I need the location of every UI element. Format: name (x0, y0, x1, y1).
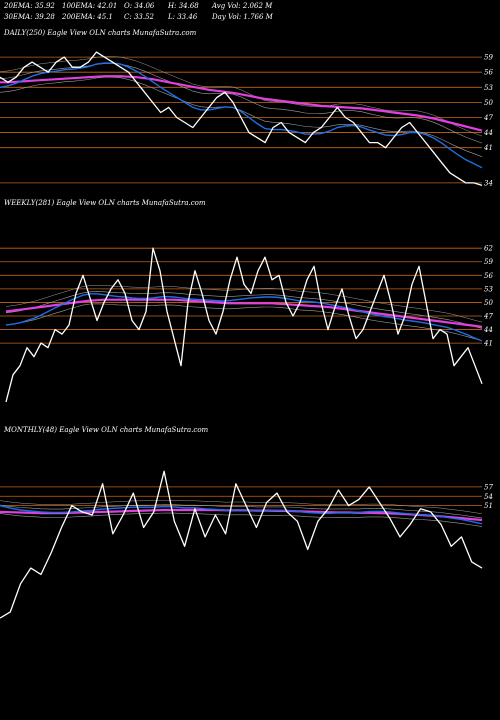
ema-line-minor (0, 512, 483, 527)
level-label: 59 (484, 258, 493, 266)
price-line (5, 247, 483, 403)
header-stat: C: 33.52 (124, 13, 155, 21)
level-label: 41 (483, 340, 493, 348)
ema-line-minor (0, 56, 483, 137)
price-line (0, 51, 483, 187)
level-label: 57 (484, 483, 493, 491)
level-label: 56 (484, 272, 493, 280)
header-stat: H: 34.68 (167, 2, 199, 10)
level-label: 56 (484, 69, 493, 77)
level-label: 54 (484, 493, 493, 501)
level-label: 44 (483, 129, 493, 137)
ema-line-fast (5, 293, 483, 342)
header-stat: 100EMA: 42.01 (62, 2, 117, 10)
header-stat: 20EMA: 35.92 (3, 2, 55, 10)
level-label: 53 (484, 84, 493, 92)
ema-line-slow (5, 298, 483, 328)
ema-line-fast (0, 62, 483, 169)
ema-line-minor (0, 499, 483, 515)
level-label: 53 (484, 285, 493, 293)
level-label: 44 (483, 326, 493, 334)
panel-title: MONTHLY(48) Eagle View OLN charts Munafa… (3, 426, 209, 434)
level-label: 50 (484, 99, 493, 107)
level-label: 62 (484, 245, 493, 253)
level-label: 41 (483, 144, 493, 152)
header-stat: 200EMA: 45.1 (61, 13, 113, 21)
level-label: 47 (483, 114, 493, 122)
daily-chart-panel: DAILY(250) Eagle View OLN charts MunafaS… (0, 29, 493, 187)
ema-line-minor (5, 291, 483, 329)
ema-line-minor (0, 76, 483, 157)
ema-line-slow (0, 75, 483, 132)
ema-line-minor (0, 504, 483, 519)
level-label: 51 (484, 502, 493, 510)
header-stat: Day Vol: 1.766 M (211, 13, 274, 21)
ema-line-minor (5, 285, 483, 323)
header-stat: L: 33.46 (167, 13, 198, 21)
monthly-chart-panel: MONTHLY(48) Eagle View OLN charts Munafa… (0, 426, 493, 619)
header-stat: O: 34.06 (124, 2, 155, 10)
weekly-chart-panel: WEEKLY(281) Eagle View OLN charts Munafa… (0, 199, 493, 403)
panel-title: DAILY(250) Eagle View OLN charts MunafaS… (3, 29, 197, 37)
header-stats: 20EMA: 35.92 100EMA: 42.01 O: 34.06 H: 3… (3, 2, 274, 21)
level-label: 59 (484, 54, 493, 62)
level-label: 34 (484, 179, 493, 187)
header-stat: 30EMA: 39.28 (4, 13, 55, 21)
ema-line-minor (5, 303, 483, 341)
header-stat: Avg Vol: 2.062 M (211, 2, 273, 10)
panel-title: WEEKLY(281) Eagle View OLN charts Munafa… (4, 199, 206, 207)
price-line (0, 470, 483, 619)
level-label: 47 (483, 313, 493, 321)
level-label: 50 (484, 299, 493, 307)
